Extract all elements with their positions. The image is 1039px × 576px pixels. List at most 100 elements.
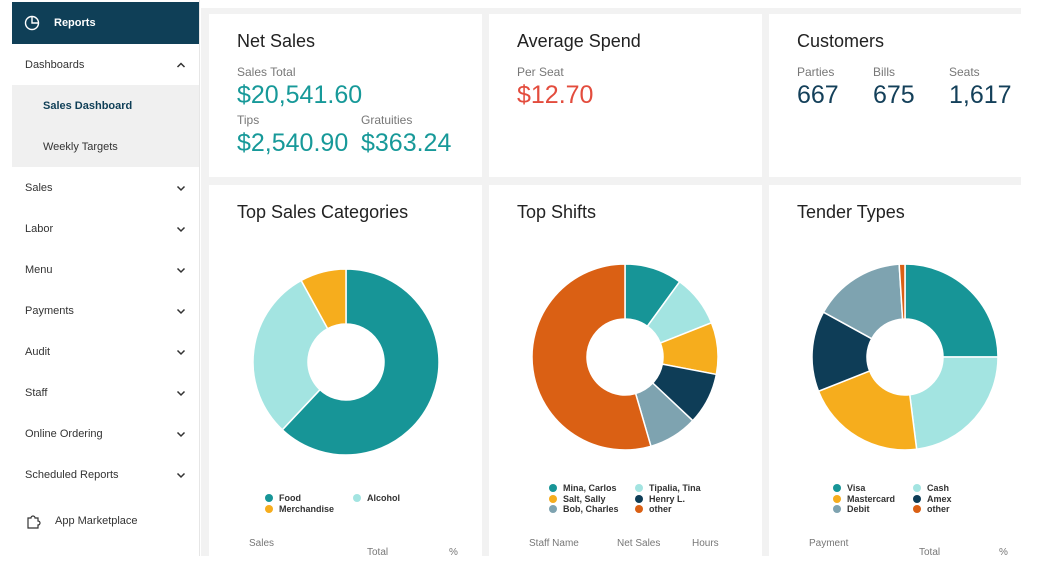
legend-label: Henry L.	[649, 493, 686, 504]
chart-legend: Food Alcohol Merchandise	[265, 493, 400, 514]
per-seat-value: $12.70	[517, 81, 594, 109]
sidebar-subitem-weekly-targets[interactable]: Weekly Targets	[43, 140, 118, 153]
donut-slice-visa[interactable]	[904, 263, 999, 358]
legend-dot	[833, 505, 841, 514]
dashboards-submenu: Sales Dashboard Weekly Targets	[12, 85, 199, 167]
legend-item: Merchandise	[265, 504, 334, 514]
legend-label: Bob, Charles	[563, 504, 619, 515]
sidebar-item-label: Labor	[25, 222, 54, 235]
sidebar-item-label: Staff	[25, 386, 48, 399]
sales-categories-donut	[252, 268, 440, 456]
card-title: Tender Types	[797, 202, 905, 222]
sidebar-item-audit[interactable]: Audit	[12, 331, 199, 372]
sidebar-item-label: Online Ordering	[25, 427, 103, 440]
legend-item: Salt, Sally	[549, 494, 635, 504]
reports-header[interactable]: Reports	[12, 2, 199, 44]
legend-label: Mastercard	[847, 493, 896, 504]
donut-slice-alcohol[interactable]	[252, 279, 329, 431]
legend-label: Amex	[927, 493, 952, 504]
legend-dot	[913, 505, 921, 514]
sidebar-item-staff[interactable]: Staff	[12, 372, 199, 413]
card-title: Top Sales Categories	[237, 202, 409, 222]
donut-slice-other[interactable]	[898, 263, 906, 320]
sidebar-item-label: Sales	[25, 181, 53, 194]
top-shifts-card: Top Shifts Mina, Carlos Tipalia, Tina Sa…	[489, 185, 762, 556]
legend-dot	[353, 494, 361, 503]
top-sales-categories-card: Top Sales Categories Food Alcohol Mercha…	[209, 185, 482, 558]
legend-item: Debit	[833, 504, 913, 514]
column-header: Net Sales	[617, 538, 661, 549]
app-marketplace-link[interactable]: App Marketplace	[25, 512, 138, 530]
sidebar-item-scheduled-reports[interactable]: Scheduled Reports	[12, 454, 199, 495]
card-title: Net Sales	[237, 31, 316, 51]
legend-dot	[549, 494, 557, 503]
chevron-down-icon	[176, 429, 186, 439]
chevron-down-icon	[176, 265, 186, 275]
sidebar-item-label: Audit	[25, 345, 51, 358]
legend-label: Food	[279, 493, 301, 504]
sidebar-item-payments[interactable]: Payments	[12, 290, 199, 331]
gratuities-value: $363.24	[361, 129, 452, 157]
sidebar-item-dashboards[interactable]: Dashboards	[12, 44, 199, 85]
legend-label: Merchandise	[279, 503, 335, 514]
gratuities-label: Gratuities	[361, 113, 413, 127]
legend-item: Cash	[913, 483, 949, 493]
puzzle-icon	[25, 512, 43, 530]
column-header: Total	[919, 547, 941, 558]
app-marketplace-label: App Marketplace	[55, 515, 138, 527]
chevron-down-icon	[176, 306, 186, 316]
sidebar-item-sales[interactable]: Sales	[12, 167, 199, 208]
legend-label: other	[649, 504, 672, 515]
legend-item: Amex	[913, 494, 952, 504]
legend-label: Debit	[847, 504, 870, 515]
tips-label: Tips	[237, 113, 260, 127]
tender-types-card: Tender Types Visa Cash Mastercard Amex D…	[769, 185, 1021, 558]
reports-header-label: Reports	[54, 17, 96, 29]
parties-label: Parties	[797, 65, 835, 79]
sidebar-item-menu[interactable]: Menu	[12, 249, 199, 290]
legend-item: Mastercard	[833, 494, 913, 504]
per-seat-label: Per Seat	[517, 65, 564, 79]
donut-slice-food[interactable]	[281, 268, 440, 456]
legend-item: other	[635, 504, 672, 514]
legend-dot	[265, 504, 273, 513]
legend-dot	[913, 494, 921, 503]
sidebar: Reports Dashboards Sales Dashboard Weekl…	[12, 0, 200, 556]
sidebar-item-label: Menu	[25, 263, 53, 276]
card-title: Top Shifts	[517, 202, 597, 222]
legend-label: Tipalia, Tina	[649, 483, 701, 494]
sidebar-item-online-ordering[interactable]: Online Ordering	[12, 413, 199, 454]
donut-slice-cash[interactable]	[908, 356, 999, 451]
donut-slice-mastercard[interactable]	[817, 370, 918, 451]
donut-slice-merchandise[interactable]	[300, 268, 347, 330]
legend-item: Bob, Charles	[549, 504, 635, 514]
seats-value: 1,617	[949, 81, 1012, 109]
tender-types-donut	[811, 263, 999, 451]
shifts-donut	[531, 263, 719, 451]
donut-slice-other[interactable]	[531, 263, 652, 451]
sidebar-item-labor[interactable]: Labor	[12, 208, 199, 249]
sales-total-value: $20,541.60	[237, 81, 363, 109]
card-title: Customers	[797, 31, 885, 51]
legend-item: Alcohol	[353, 493, 400, 503]
legend-label: Alcohol	[367, 493, 400, 504]
column-header: Sales	[249, 538, 275, 549]
column-header: %	[999, 547, 1008, 558]
chevron-down-icon	[176, 224, 186, 234]
column-header: %	[449, 547, 458, 558]
column-header: Hours	[692, 538, 719, 549]
pie-chart-icon	[24, 15, 40, 31]
sidebar-subitem-sales-dashboard[interactable]: Sales Dashboard	[43, 99, 133, 112]
legend-label: Visa	[847, 483, 866, 494]
column-header: Staff Name	[529, 538, 579, 549]
seats-label: Seats	[949, 65, 980, 79]
sidebar-item-label: Scheduled Reports	[25, 468, 119, 481]
parties-value: 667	[797, 81, 839, 109]
legend-label: Mina, Carlos	[563, 483, 617, 494]
legend-item: Mina, Carlos	[549, 483, 635, 493]
chart-legend: Mina, Carlos Tipalia, Tina Salt, Sally H…	[549, 483, 701, 515]
legend-label: Salt, Sally	[563, 493, 606, 504]
legend-dot	[265, 494, 273, 503]
column-header: Payment	[809, 538, 849, 549]
legend-label: other	[927, 504, 950, 515]
